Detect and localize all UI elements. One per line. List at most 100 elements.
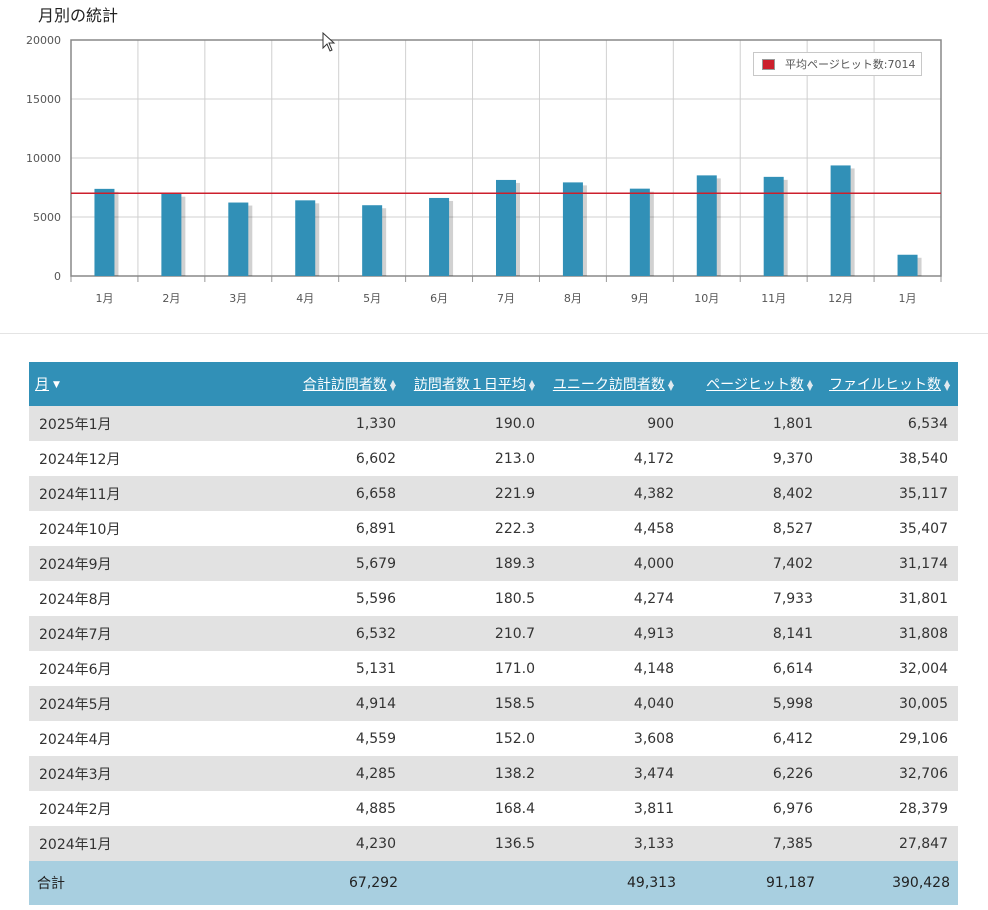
y-tick-label: 10000 — [26, 152, 61, 165]
column-header-file-hits[interactable]: ファイルヒット数 ▲ ▼ — [823, 362, 958, 406]
value-cell: 190.0 — [406, 406, 545, 441]
x-tick-label: 2月 — [162, 292, 180, 305]
value-cell: 136.5 — [406, 826, 545, 861]
bar — [295, 200, 316, 276]
value-cell: 4,914 — [287, 686, 406, 721]
month-cell: 2024年2月 — [29, 791, 287, 826]
sort-icon[interactable]: ▲ ▼ — [667, 378, 674, 392]
sort-desc-icon[interactable]: ▼ — [53, 380, 60, 390]
x-tick-label: 11月 — [761, 292, 786, 305]
value-cell: 4,148 — [545, 651, 684, 686]
y-tick-label: 15000 — [26, 93, 61, 106]
monthly-chart: 20000 15000 10000 5000 0 1月 2月 3月 4月 5月 6月 7月 8月 9月 10… — [0, 28, 988, 318]
value-cell: 4,285 — [287, 756, 406, 791]
table-row: 2024年10月 6,891 222.3 4,458 8,527 35,407 — [29, 511, 958, 546]
table-row: 2025年1月 1,330 190.0 900 1,801 6,534 — [29, 406, 958, 441]
value-cell: 8,141 — [684, 616, 823, 651]
footer-cell: 91,187 — [684, 861, 823, 905]
column-header-page-hits[interactable]: ページヒット数 ▲ ▼ — [684, 362, 823, 406]
column-header-month[interactable]: 月 ▼ — [29, 362, 287, 406]
value-cell: 1,330 — [287, 406, 406, 441]
column-header-label[interactable]: 訪問者数１日平均 — [413, 377, 526, 393]
value-cell: 4,172 — [545, 441, 684, 476]
footer-cell: 49,313 — [545, 861, 684, 905]
x-tick-label: 1月 — [899, 292, 917, 305]
table-row: 2024年3月 4,285 138.2 3,474 6,226 32,706 — [29, 756, 958, 791]
month-cell: 2024年3月 — [29, 756, 287, 791]
table-row: 2024年4月 4,559 152.0 3,608 6,412 29,106 — [29, 721, 958, 756]
sort-icon[interactable]: ▲ ▼ — [806, 378, 813, 392]
value-cell: 31,808 — [823, 616, 958, 651]
table-row: 2024年8月 5,596 180.5 4,274 7,933 31,801 — [29, 581, 958, 616]
sort-icon[interactable]: ▲ ▼ — [528, 378, 535, 392]
value-cell: 6,226 — [684, 756, 823, 791]
x-tick-label: 8月 — [564, 292, 582, 305]
column-header-total-visitors[interactable]: 合計訪問者数 ▲ ▼ — [287, 362, 406, 406]
value-cell: 8,527 — [684, 511, 823, 546]
value-cell: 171.0 — [406, 651, 545, 686]
month-cell: 2024年7月 — [29, 616, 287, 651]
value-cell: 4,913 — [545, 616, 684, 651]
column-header-unique-visitors[interactable]: ユニーク訪問者数 ▲ ▼ — [545, 362, 684, 406]
legend-label: 平均ページヒット数:7014 — [785, 58, 916, 71]
value-cell: 5,596 — [287, 581, 406, 616]
value-cell: 6,602 — [287, 441, 406, 476]
value-cell: 6,412 — [684, 721, 823, 756]
x-tick-label: 7月 — [497, 292, 515, 305]
page-title: 月別の統計 — [38, 6, 119, 25]
x-tick-label: 1月 — [95, 292, 113, 305]
value-cell: 900 — [545, 406, 684, 441]
bar — [897, 254, 918, 276]
column-header-daily-average[interactable]: 訪問者数１日平均 ▲ ▼ — [406, 362, 545, 406]
table-row: 2024年11月 6,658 221.9 4,382 8,402 35,117 — [29, 476, 958, 511]
table-row: 2024年2月 4,885 168.4 3,811 6,976 28,379 — [29, 791, 958, 826]
value-cell: 28,379 — [823, 791, 958, 826]
sort-icon[interactable]: ▲ ▼ — [389, 378, 396, 392]
table-row: 2024年9月 5,679 189.3 4,000 7,402 31,174 — [29, 546, 958, 581]
chart-legend: 平均ページヒット数:7014 — [753, 52, 923, 76]
value-cell: 30,005 — [823, 686, 958, 721]
value-cell: 5,998 — [684, 686, 823, 721]
table-header-row: 月 ▼ 合計訪問者数 ▲ ▼ 訪問者数１日平均 ▲ ▼ ユニーク訪問者数 ▲ ▼ ページヒット… — [29, 362, 958, 406]
value-cell: 35,117 — [823, 476, 958, 511]
value-cell: 6,976 — [684, 791, 823, 826]
value-cell: 7,402 — [684, 546, 823, 581]
month-cell: 2024年12月 — [29, 441, 287, 476]
monthly-stats-table-container: 月 ▼ 合計訪問者数 ▲ ▼ 訪問者数１日平均 ▲ ▼ ユニーク訪問者数 ▲ ▼ ページヒット… — [29, 362, 958, 905]
column-header-label[interactable]: ユニーク訪問者数 — [552, 377, 665, 393]
value-cell: 6,891 — [287, 511, 406, 546]
column-header-label[interactable]: 月 — [35, 377, 49, 393]
month-cell: 2024年10月 — [29, 511, 287, 546]
value-cell: 3,811 — [545, 791, 684, 826]
value-cell: 6,534 — [823, 406, 958, 441]
column-header-label[interactable]: ページヒット数 — [706, 377, 804, 393]
column-header-label[interactable]: 合計訪問者数 — [302, 377, 387, 393]
table-footer-row: 合計 67,292 49,313 91,187 390,428 — [29, 861, 958, 905]
bar — [830, 165, 851, 276]
value-cell: 4,000 — [545, 546, 684, 581]
bar — [763, 176, 784, 276]
bar — [562, 182, 583, 276]
x-tick-label: 4月 — [296, 292, 314, 305]
table-row: 2024年5月 4,914 158.5 4,040 5,998 30,005 — [29, 686, 958, 721]
bar — [429, 197, 450, 276]
bar — [696, 175, 717, 276]
month-cell: 2024年6月 — [29, 651, 287, 686]
value-cell: 180.5 — [406, 581, 545, 616]
value-cell: 7,933 — [684, 581, 823, 616]
value-cell: 3,608 — [545, 721, 684, 756]
column-header-label[interactable]: ファイルヒット数 — [829, 377, 941, 393]
sort-icon[interactable]: ▲ ▼ — [944, 378, 951, 392]
bar — [629, 188, 650, 276]
x-tick-label: 12月 — [828, 292, 853, 305]
month-cell: 2025年1月 — [29, 406, 287, 441]
x-tick-label: 3月 — [229, 292, 247, 305]
value-cell: 4,230 — [287, 826, 406, 861]
value-cell: 9,370 — [684, 441, 823, 476]
value-cell: 4,885 — [287, 791, 406, 826]
mouse-cursor-icon — [322, 32, 336, 52]
value-cell: 5,131 — [287, 651, 406, 686]
value-cell: 4,040 — [545, 686, 684, 721]
y-tick-label: 20000 — [26, 34, 61, 47]
value-cell: 32,004 — [823, 651, 958, 686]
